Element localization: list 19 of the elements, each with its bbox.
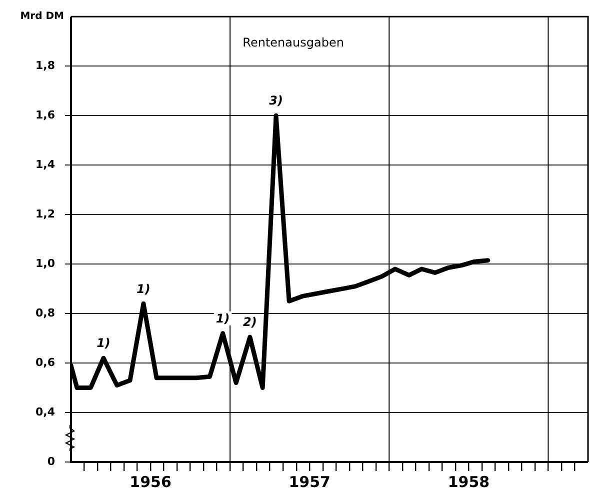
y-tick-label: 1,6 <box>36 108 56 122</box>
annotation: 1) <box>136 282 150 296</box>
y-tick-label: 0 <box>47 454 56 468</box>
annotation: 3) <box>269 94 283 108</box>
y-tick-label: 1,2 <box>36 207 55 220</box>
annotation: 1) <box>96 336 110 350</box>
x-tick-label: 1957 <box>288 472 330 491</box>
annotation: 1) <box>216 311 230 326</box>
y-tick-label: 1,0 <box>36 256 56 270</box>
x-tick-label: 1958 <box>448 472 490 491</box>
y-tick-label: 0,6 <box>36 356 56 369</box>
text: Rentenausgaben <box>242 36 344 50</box>
y-tick-label: 0,4 <box>36 405 56 418</box>
y-axis-title: Mrd DM <box>20 11 64 22</box>
y-tick-label: 0,8 <box>36 306 55 320</box>
y-tick-label: 1,4 <box>36 158 56 171</box>
x-tick-label: 1956 <box>130 472 172 491</box>
annotation: 2) <box>243 315 257 330</box>
y-tick-label: 1,8 <box>36 58 55 72</box>
